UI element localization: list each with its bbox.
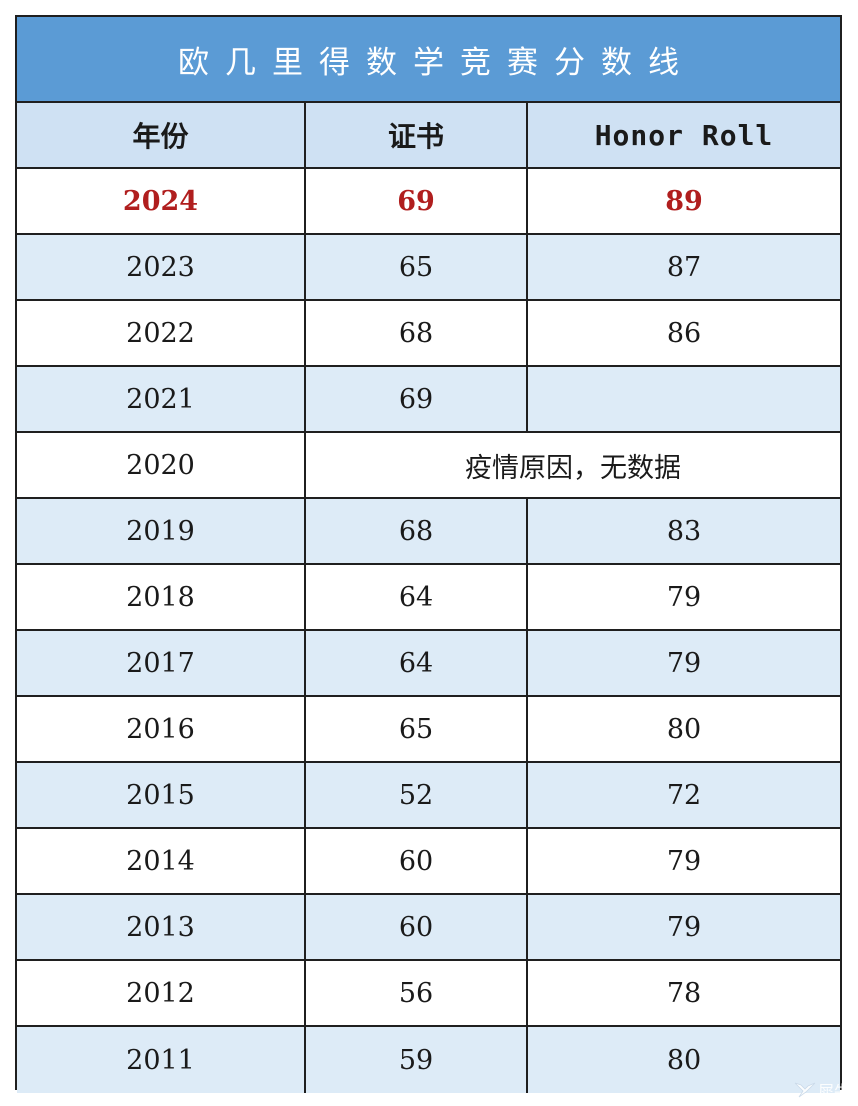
certificate-cell: 56 [306,961,528,1025]
certificate-cell: 59 [306,1027,528,1093]
header-certificate: 证书 [306,103,528,167]
table-row: 2012 56 78 [17,961,840,1027]
year-cell: 2019 [17,499,306,563]
honor-roll-cell: 86 [666,317,702,349]
honor-roll-cell: 79 [666,845,702,877]
certificate-cell: 69 [306,169,528,233]
honor-roll-cell: 79 [666,911,702,943]
score-table: 欧几里得数学竞赛分数线 年份 证书 Honor Roll 2024 69 89 … [15,15,842,1093]
honor-roll-cell: 79 [666,647,702,679]
table-row: 2019 68 83 [17,499,840,565]
year-cell: 2020 [17,433,306,497]
table-row: 2013 60 79 [17,895,840,961]
table-row: 2022 68 86 [17,301,840,367]
table-row: 2023 65 87 [17,235,840,301]
header-honor-roll: Honor Roll [594,118,774,152]
header-row: 年份 证书 Honor Roll [17,103,840,169]
table-row: 2011 59 80 [17,1027,840,1093]
table-row: 2024 69 89 [17,169,840,235]
table-row: 2017 64 79 [17,631,840,697]
honor-roll-cell: 72 [666,779,702,811]
table-row: 2021 69 [17,367,840,433]
year-cell: 2011 [17,1027,306,1093]
certificate-cell: 52 [306,763,528,827]
certificate-cell: 68 [306,499,528,563]
table-title: 欧几里得数学竞赛分数线 [17,17,840,103]
year-cell: 2021 [17,367,306,431]
certificate-cell: 64 [306,631,528,695]
year-cell: 2023 [17,235,306,299]
table-row: 2018 64 79 [17,565,840,631]
table-row: 2014 60 79 [17,829,840,895]
honor-roll-cell: 87 [666,251,702,283]
year-cell: 2014 [17,829,306,893]
year-cell: 2015 [17,763,306,827]
watermark-text: 犀牛 [817,1082,850,1101]
honor-roll-cell: 80 [666,713,702,745]
year-cell: 2012 [17,961,306,1025]
table-grid: 年份 证书 Honor Roll 2024 69 89 2023 65 87 2… [17,103,840,1093]
certificate-cell: 68 [306,301,528,365]
watermark-logo: 犀牛 [794,1078,850,1102]
year-cell: 2016 [17,697,306,761]
certificate-cell: 60 [306,829,528,893]
year-cell: 2017 [17,631,306,695]
table-row: 2016 65 80 [17,697,840,763]
table-row: 2015 52 72 [17,763,840,829]
year-cell: 2024 [17,169,306,233]
honor-roll-cell: 78 [666,977,702,1009]
honor-roll-cell: 80 [666,1044,702,1076]
honor-roll-cell: 79 [666,581,702,613]
honor-roll-cell: 89 [665,185,703,217]
brand-logo-icon [794,1082,816,1098]
year-cell: 2022 [17,301,306,365]
year-cell: 2013 [17,895,306,959]
honor-roll-cell [528,367,840,431]
certificate-cell: 65 [306,235,528,299]
year-cell: 2018 [17,565,306,629]
certificate-cell: 65 [306,697,528,761]
certificate-cell: 69 [306,367,528,431]
certificate-cell: 60 [306,895,528,959]
honor-roll-cell: 83 [666,515,702,547]
table-row: 2020 疫情原因，无数据 [17,433,840,499]
no-data-note: 疫情原因，无数据 [465,452,681,484]
certificate-cell: 64 [306,565,528,629]
header-year: 年份 [17,103,306,167]
